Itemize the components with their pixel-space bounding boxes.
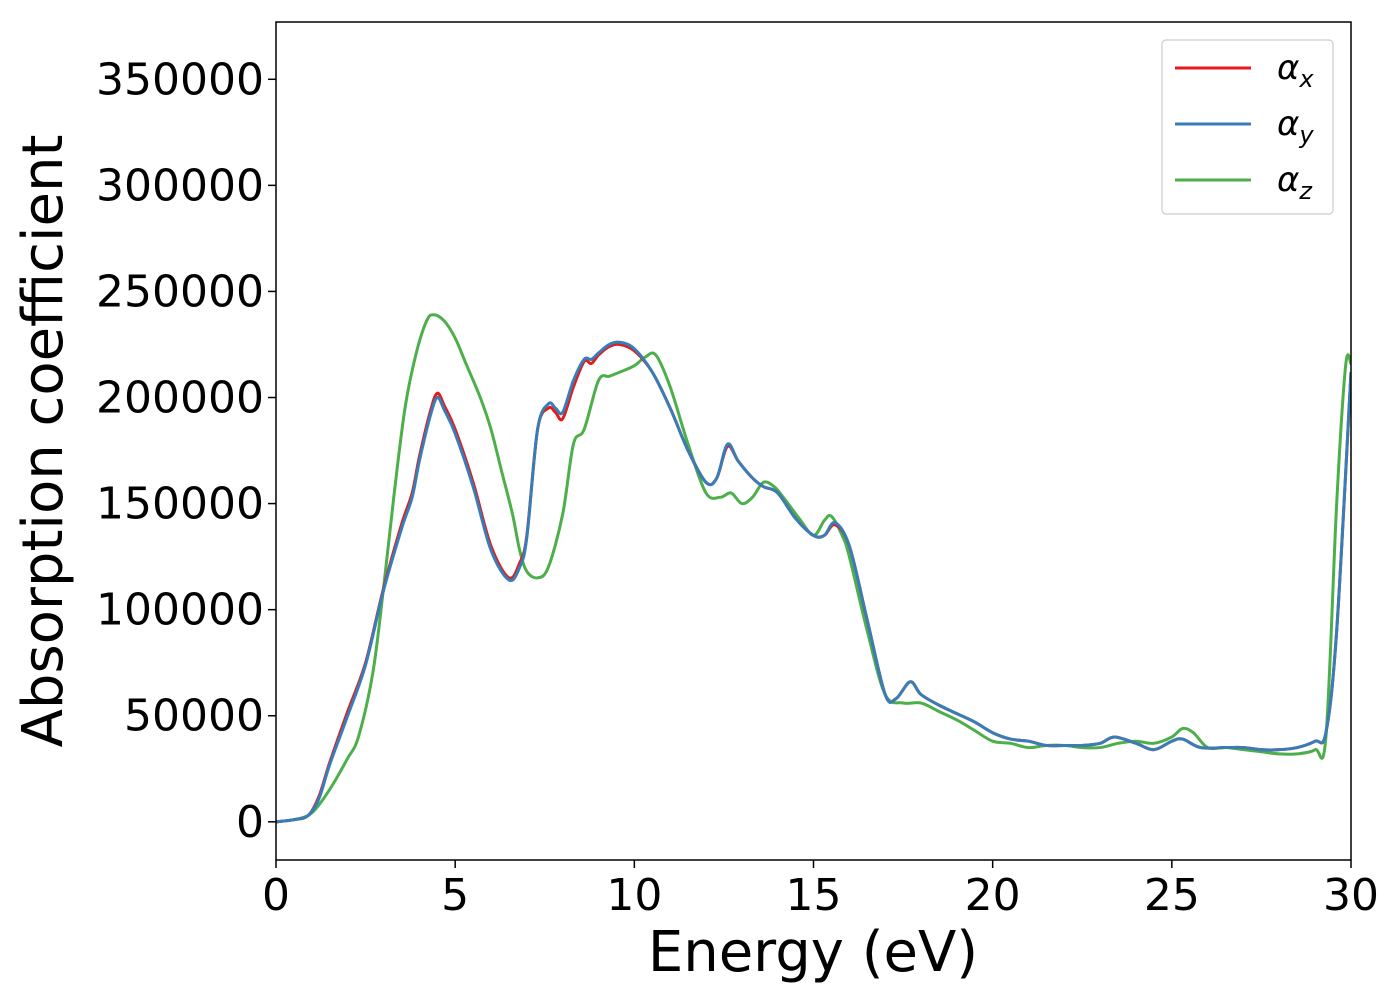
series-line-x	[276, 342, 1351, 824]
y-axis-label: Absorption coefficient	[11, 135, 76, 748]
legend-subscript: y	[1298, 121, 1314, 149]
y-tick-label: 200000	[96, 373, 264, 424]
x-ticks: 0 5 10 15 20 25 30	[262, 860, 1379, 921]
y-tick-label: 350000	[96, 54, 264, 105]
y-tick-label: 100000	[96, 585, 264, 636]
y-tick-label: 50000	[124, 691, 264, 742]
legend-symbol: α	[1277, 104, 1299, 144]
y-tick-label: 250000	[96, 266, 264, 317]
legend-subscript: z	[1298, 177, 1313, 205]
x-tick-label: 20	[965, 870, 1021, 921]
x-tick-label: 10	[606, 870, 662, 921]
y-tick-label: 150000	[96, 479, 264, 530]
x-axis-label: Energy (eV)	[648, 920, 978, 985]
legend-box	[1161, 39, 1334, 215]
x-tick-label: 5	[441, 870, 469, 921]
y-tick-label: 0	[236, 797, 264, 848]
legend-label-x: αx	[1277, 48, 1314, 93]
legend-label-z: αz	[1277, 160, 1313, 205]
x-tick-label: 30	[1323, 870, 1379, 921]
x-tick-label: 0	[262, 870, 290, 921]
legend-symbol: α	[1277, 48, 1299, 88]
series-layer	[276, 313, 1351, 824]
series-line-z	[276, 313, 1351, 824]
legend-subscript: x	[1298, 65, 1314, 93]
legend-label-y: αy	[1277, 104, 1314, 149]
legend-symbol: α	[1277, 160, 1299, 200]
x-tick-label: 25	[1144, 870, 1200, 921]
y-tick-label: 300000	[96, 160, 264, 211]
series-line-y	[276, 340, 1351, 824]
y-ticks: 0 50000 100000 150000 200000 250000 300000 3500…	[96, 54, 276, 848]
x-tick-label: 15	[786, 870, 842, 921]
